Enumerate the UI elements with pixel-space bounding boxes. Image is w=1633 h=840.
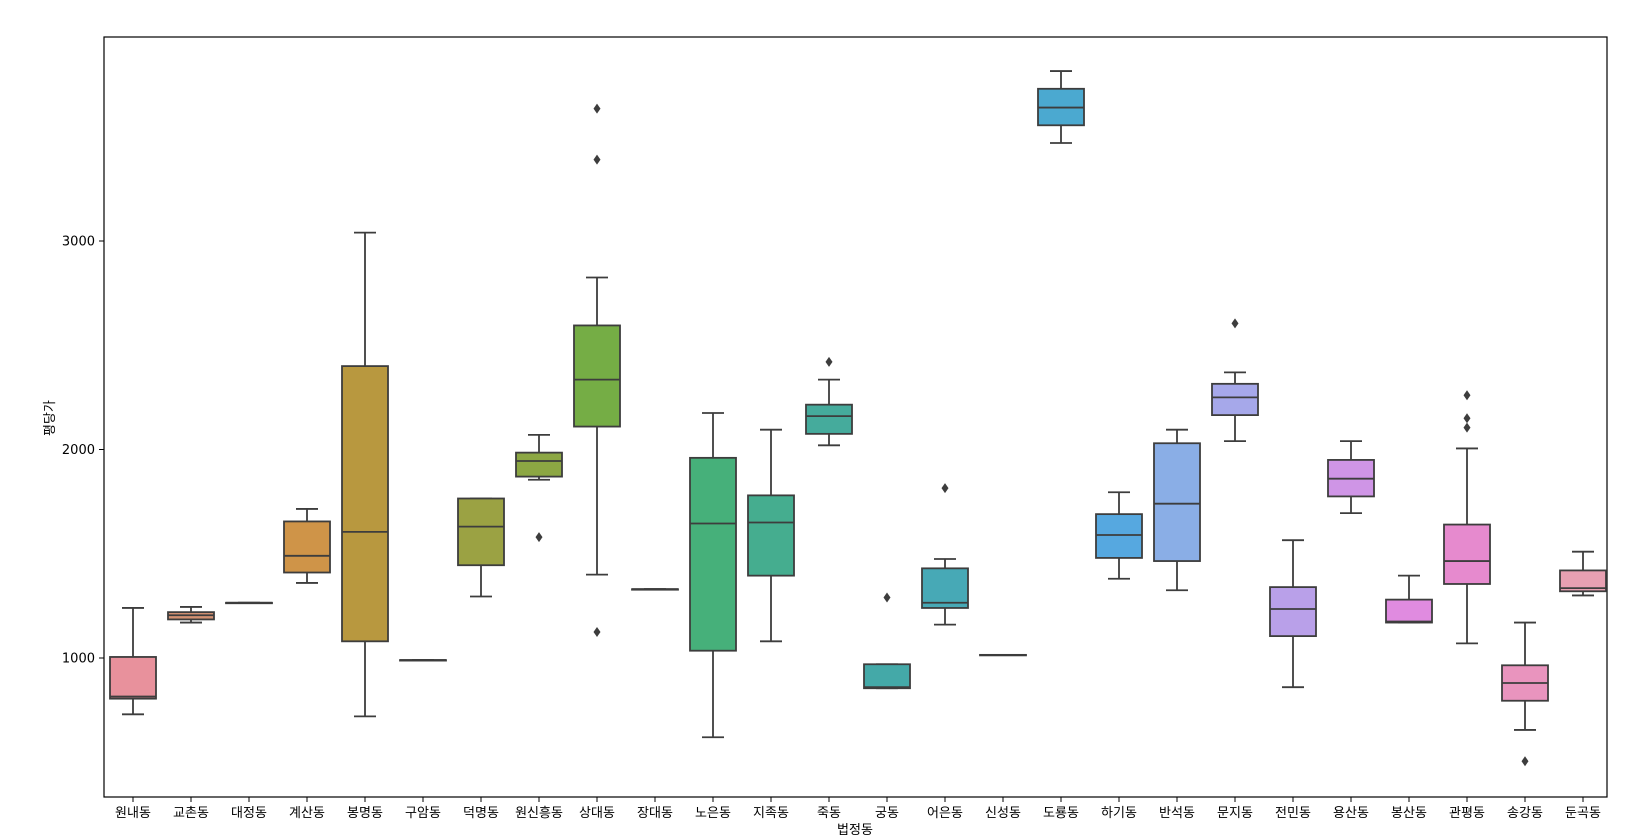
box-group — [1327, 440, 1375, 514]
box-iqr — [457, 497, 505, 567]
plot-area-frame — [103, 36, 1608, 798]
x-axis: 원내동 교촌동 대정동 계산동 봉명동 구암동 덕명동 원신흥동 상대동 장대동 노은동 지족동 죽동 궁… — [115, 797, 1601, 821]
box-iqr — [1269, 586, 1317, 638]
box-iqr — [573, 324, 621, 428]
box-iqr — [109, 656, 157, 700]
box-group — [1269, 539, 1317, 689]
box-iqr — [921, 567, 969, 609]
box-iqr — [863, 663, 911, 690]
box-group — [979, 653, 1027, 657]
x-tick-label: 봉명동 — [347, 806, 383, 821]
box-group — [631, 588, 679, 591]
box-group — [1037, 70, 1085, 144]
box-group — [805, 356, 853, 447]
box-group — [1501, 621, 1549, 767]
x-tick-label: 송강동 — [1507, 806, 1543, 821]
x-tick-label: 하기동 — [1101, 806, 1137, 821]
box-iqr — [1153, 442, 1201, 562]
box-group — [515, 434, 563, 543]
y-tick-label: 1000 — [62, 652, 95, 667]
x-axis-label: 법정동 — [837, 823, 873, 838]
outlier-point — [883, 592, 891, 603]
outlier-point — [825, 356, 833, 367]
x-tick-label: 덕명동 — [463, 806, 499, 821]
box-group — [1211, 318, 1259, 443]
box-group — [1153, 428, 1201, 592]
box-iqr — [747, 494, 795, 577]
x-tick-label: 교촌동 — [173, 806, 209, 821]
x-tick-label: 봉산동 — [1391, 806, 1427, 821]
box-group — [283, 508, 331, 584]
x-tick-label: 구암동 — [405, 806, 441, 821]
outlier-point — [1231, 318, 1239, 329]
box-iqr — [1095, 513, 1143, 559]
x-tick-label: 신성동 — [985, 806, 1021, 821]
boxes-layer — [109, 70, 1607, 767]
outlier-point — [1463, 422, 1471, 433]
outlier-point — [593, 154, 601, 165]
outlier-point — [1521, 756, 1529, 767]
outlier-point — [1463, 413, 1471, 424]
x-tick-label: 전민동 — [1275, 806, 1311, 821]
x-tick-label: 도룡동 — [1043, 806, 1079, 821]
box-group — [747, 428, 795, 643]
box-group — [573, 103, 621, 637]
box-iqr — [1559, 569, 1607, 593]
x-tick-label: 지족동 — [753, 806, 789, 821]
outlier-point — [593, 626, 601, 637]
x-tick-label: 죽동 — [817, 806, 841, 821]
y-tick-label: 2000 — [62, 443, 95, 458]
box-group — [1095, 491, 1143, 580]
box-group — [225, 601, 273, 605]
box-iqr — [341, 365, 389, 643]
box-group — [1559, 550, 1607, 597]
x-tick-label: 대정동 — [231, 806, 267, 821]
box-iqr — [1443, 523, 1491, 585]
y-tick-label: 3000 — [62, 235, 95, 250]
x-tick-label: 용산동 — [1333, 806, 1369, 821]
box-group — [457, 497, 505, 598]
x-tick-label: 장대동 — [637, 806, 673, 821]
box-iqr — [1211, 382, 1259, 416]
y-axis-label: 평당가 — [43, 400, 58, 436]
box-group — [399, 659, 447, 662]
x-tick-label: 원신흥동 — [515, 806, 563, 821]
box-iqr — [515, 451, 563, 478]
box-iqr — [689, 456, 737, 652]
x-tick-label: 원내동 — [115, 806, 151, 821]
x-tick-label: 상대동 — [579, 806, 615, 821]
box-iqr — [283, 520, 331, 574]
x-tick-label: 둔곡동 — [1565, 806, 1601, 821]
box-group — [1443, 390, 1491, 645]
box-group — [921, 483, 969, 626]
x-tick-label: 문지동 — [1217, 806, 1253, 821]
x-tick-label: 궁동 — [875, 806, 899, 821]
box-group — [109, 607, 157, 716]
box-group — [689, 412, 737, 739]
box-iqr — [1385, 598, 1433, 624]
box-group — [863, 592, 911, 690]
outlier-point — [941, 483, 949, 494]
box-group — [341, 231, 389, 718]
outlier-point — [535, 532, 543, 543]
x-tick-label: 노은동 — [695, 806, 731, 821]
box-iqr — [805, 403, 853, 435]
outlier-point — [1463, 390, 1471, 401]
y-axis: 1000 2000 3000 — [62, 235, 104, 667]
x-tick-label: 어은동 — [927, 806, 963, 821]
x-tick-label: 계산동 — [289, 806, 325, 821]
box-group — [167, 606, 215, 624]
box-group — [1385, 574, 1433, 624]
x-tick-label: 관평동 — [1449, 806, 1485, 821]
outlier-point — [593, 103, 601, 114]
x-tick-label: 반석동 — [1159, 806, 1195, 821]
